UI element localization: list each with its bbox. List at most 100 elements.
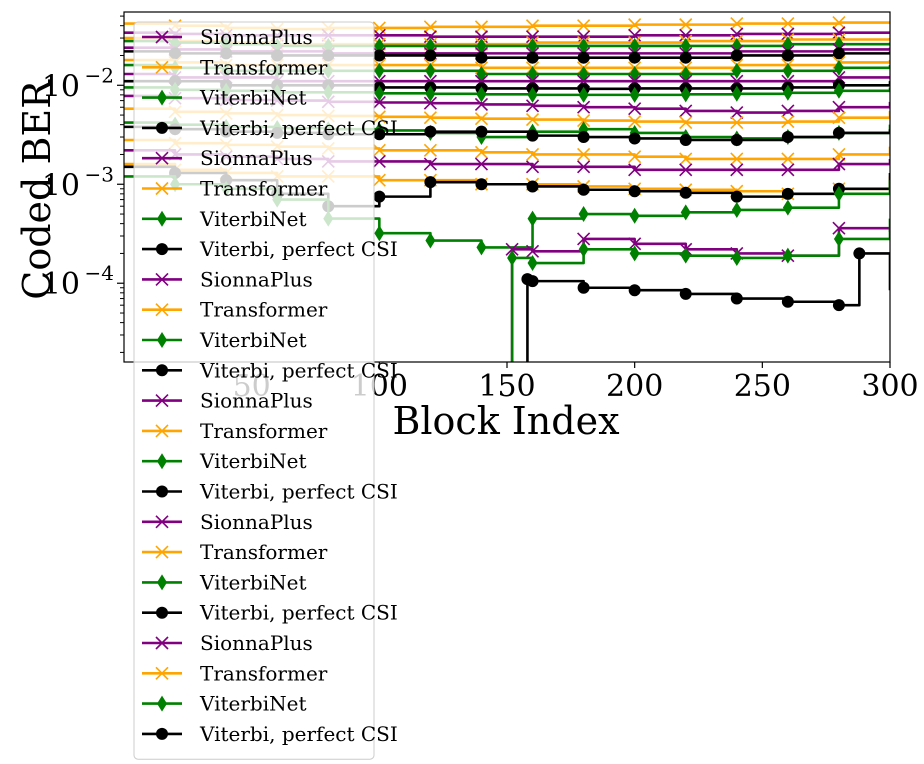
data-point (475, 178, 488, 191)
data-point (730, 106, 744, 120)
legend-label: Transformer (200, 177, 328, 201)
data-point (475, 125, 488, 138)
x-tick-label: 300 (861, 369, 918, 404)
data-point (424, 176, 437, 189)
legend-marker (157, 574, 167, 591)
data-point (730, 49, 743, 62)
legend-entry: SionnaPlus (142, 267, 313, 291)
data-point (832, 16, 846, 30)
data-point (527, 86, 538, 103)
data-point (474, 145, 489, 159)
data-point (833, 59, 844, 76)
data-point (731, 62, 742, 79)
data-point (730, 163, 744, 177)
data-point (628, 237, 642, 251)
x-tick-label: 150 (478, 369, 535, 404)
data-point (832, 157, 846, 171)
legend-label: Viterbi, perfect CSI (199, 601, 398, 625)
data-point (730, 116, 744, 130)
legend-marker (157, 695, 167, 712)
data-point (373, 128, 386, 141)
data-point (374, 225, 385, 242)
x-tick-label: 200 (606, 369, 663, 404)
data-point (628, 114, 642, 129)
data-point (832, 221, 846, 235)
data-point (679, 104, 693, 118)
legend-marker (155, 424, 169, 438)
data-point (372, 173, 386, 187)
data-point (679, 163, 693, 177)
legend-marker (155, 666, 169, 680)
data-point (782, 247, 793, 264)
data-point (628, 102, 642, 116)
data-point (425, 62, 436, 79)
data-point (525, 99, 540, 113)
data-point (679, 28, 693, 42)
data-point (577, 147, 591, 162)
data-point (628, 132, 641, 145)
data-point (680, 86, 691, 103)
data-point (373, 190, 386, 203)
legend-entry: Transformer (142, 177, 328, 201)
legend-label: ViterbiNet (199, 328, 307, 352)
data-point (832, 100, 846, 114)
data-point (577, 183, 590, 196)
data-point (526, 129, 539, 142)
data-point (782, 199, 793, 216)
data-point (372, 154, 386, 169)
y-axis-label: Coded BER (15, 79, 59, 300)
legend-marker (157, 453, 167, 470)
data-point (781, 187, 794, 200)
legend-label: Viterbi, perfect CSI (199, 722, 398, 746)
legend-entry: Transformer (142, 419, 328, 443)
data-point (372, 95, 386, 110)
legend-marker (155, 272, 169, 286)
data-point (526, 180, 539, 193)
data-point (526, 275, 539, 288)
legend-label: Transformer (200, 55, 328, 79)
legend-label: Transformer (200, 661, 328, 685)
data-point (577, 232, 591, 246)
legend-label: ViterbiNet (199, 86, 307, 110)
legend-marker (156, 121, 168, 134)
data-point (853, 247, 866, 260)
data-point (474, 157, 489, 171)
legend-entry: Viterbi, perfect CSI (142, 358, 398, 382)
legend-entry: Viterbi, perfect CSI (142, 722, 398, 746)
data-point (527, 255, 538, 272)
legend-label: Transformer (200, 419, 328, 443)
legend: SionnaPlus Transformer ViterbiNet Viterbi, … (133, 21, 398, 760)
data-point (507, 249, 518, 266)
data-point (423, 143, 437, 157)
legend-label: SionnaPlus (200, 631, 313, 655)
legend-marker (156, 727, 168, 740)
data-point (424, 125, 437, 138)
data-point (525, 244, 540, 258)
data-point (629, 207, 640, 224)
data-point (425, 232, 436, 249)
legend-marker (155, 303, 169, 317)
y-tick-label: 10 (42, 267, 80, 302)
legend-label: SionnaPlus (200, 389, 313, 413)
data-point (833, 82, 844, 99)
data-point (730, 133, 743, 146)
legend-marker (155, 181, 169, 196)
data-point (679, 152, 693, 166)
data-point (680, 247, 691, 264)
data-point (833, 185, 844, 202)
legend-entry: SionnaPlus (142, 25, 313, 49)
legend-entry: SionnaPlus (142, 631, 313, 655)
data-point (629, 37, 640, 54)
legend-entry: ViterbiNet (142, 86, 307, 110)
legend-entry: ViterbiNet (142, 449, 307, 473)
data-point (629, 245, 640, 262)
data-point (578, 241, 589, 258)
data-point (628, 150, 642, 164)
legend-entry: ViterbiNet (142, 207, 307, 231)
legend-label: ViterbiNet (199, 207, 307, 231)
legend-entry: Transformer (142, 661, 328, 685)
data-point (832, 126, 845, 139)
legend-entry: Viterbi, perfect CSI (142, 601, 398, 625)
data-point (577, 100, 591, 114)
